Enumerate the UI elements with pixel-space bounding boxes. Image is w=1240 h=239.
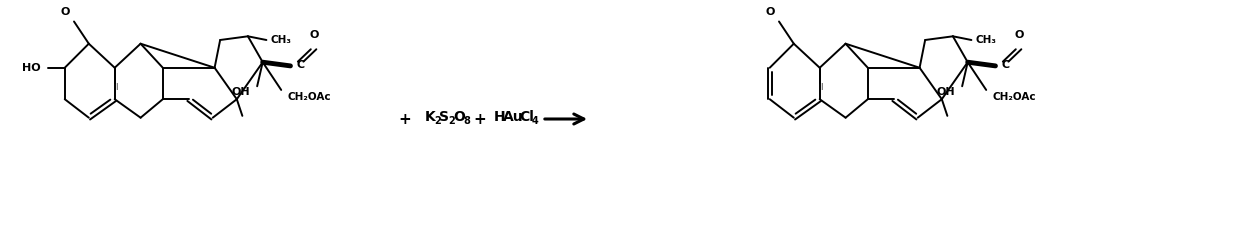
Text: 2: 2 bbox=[434, 116, 440, 126]
Text: C: C bbox=[296, 60, 305, 70]
Text: 8: 8 bbox=[463, 116, 470, 126]
Text: C: C bbox=[1002, 60, 1009, 70]
Text: CH₃: CH₃ bbox=[976, 35, 997, 45]
Text: H: H bbox=[494, 110, 506, 124]
Text: O: O bbox=[60, 7, 69, 17]
Text: O: O bbox=[1014, 30, 1024, 40]
Text: 2: 2 bbox=[448, 116, 455, 126]
Text: K: K bbox=[425, 110, 435, 124]
Text: 4: 4 bbox=[532, 116, 538, 126]
Text: CH₃: CH₃ bbox=[270, 35, 291, 45]
Text: |: | bbox=[821, 83, 822, 90]
Text: CH₂OAc: CH₂OAc bbox=[992, 92, 1035, 102]
Text: Au: Au bbox=[503, 110, 523, 124]
Text: Cl: Cl bbox=[520, 110, 534, 124]
Text: S: S bbox=[439, 110, 449, 124]
Text: HO: HO bbox=[22, 63, 41, 73]
Text: +: + bbox=[474, 112, 486, 126]
Text: |: | bbox=[115, 83, 118, 90]
Text: O: O bbox=[453, 110, 465, 124]
Text: OH: OH bbox=[936, 87, 955, 97]
Text: OH: OH bbox=[231, 87, 249, 97]
Text: CH₂OAc: CH₂OAc bbox=[288, 92, 331, 102]
Text: O: O bbox=[310, 30, 319, 40]
Text: +: + bbox=[398, 112, 412, 126]
Text: O: O bbox=[765, 7, 775, 17]
